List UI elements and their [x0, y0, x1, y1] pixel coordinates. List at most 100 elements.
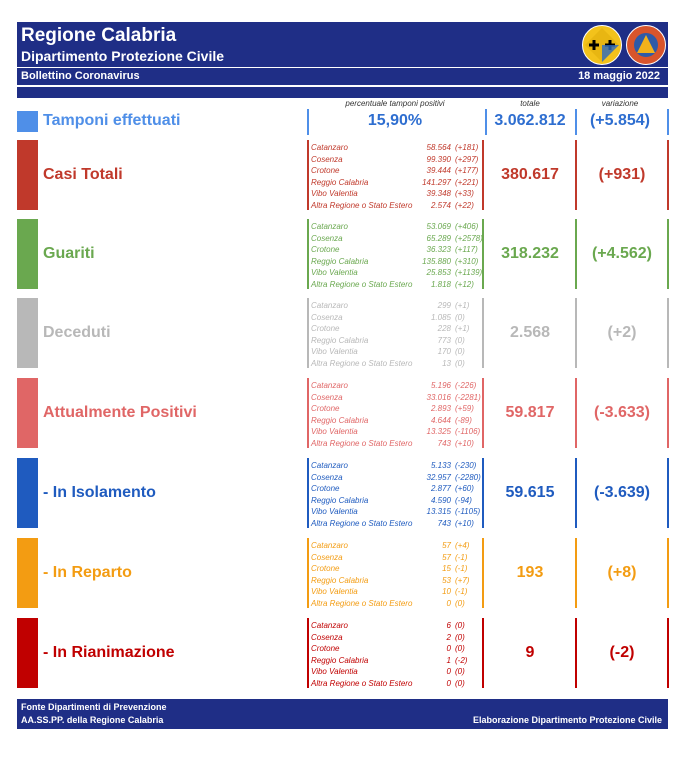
header-banner: Regione Calabria Dipartimento Protezione…	[17, 22, 668, 67]
in-rianimazione-province-value: 1	[446, 655, 451, 665]
guariti-province-value: 1.818	[430, 280, 451, 289]
casi-totali-divider	[307, 140, 309, 210]
in-reparto-province-delta: (-1)	[455, 552, 468, 562]
in-isolamento-province-value: 5.133	[430, 461, 451, 470]
guariti-divider	[667, 219, 669, 289]
guariti-province-value: 65.289	[426, 233, 451, 243]
casi-totali-province-value: 39.444	[426, 166, 451, 176]
deceduti-province-name: Catanzaro	[311, 301, 348, 310]
guariti-province-list: Catanzaro 53.069 (+406) Cosenza 65.289 (+2578…	[311, 221, 483, 291]
casi-totali-divider	[575, 140, 577, 210]
in-reparto-province-name: Catanzaro	[311, 541, 348, 550]
deceduti-total: 2.568	[509, 324, 551, 341]
in-isolamento-divider	[575, 458, 577, 528]
deceduti-province-delta: (0)	[455, 347, 465, 357]
attualmente-positivi-province-name: Vibo Valentia	[311, 427, 358, 437]
guariti-province-name: Cosenza	[311, 233, 343, 243]
divider-bar	[17, 87, 668, 98]
attualmente-positivi-province-delta: (-2281)	[455, 392, 481, 402]
casi-totali-province-delta: (+22)	[455, 201, 474, 210]
in-isolamento-total: 59.615	[505, 484, 555, 501]
in-rianimazione-province-value: 6	[446, 621, 451, 630]
attualmente-positivi-divider	[482, 378, 484, 448]
in-rianimazione-province-value: 2	[446, 632, 451, 642]
in-reparto-divider	[307, 538, 309, 608]
in-rianimazione-province-name: Vibo Valentia	[311, 667, 358, 677]
percent-column-header: percentuale tamponi positivi	[345, 99, 445, 108]
tamponi-divider	[485, 109, 487, 135]
guariti-total: 318.232	[501, 245, 559, 262]
in-reparto-divider	[667, 538, 669, 608]
guariti-province-value: 25.853	[426, 268, 451, 278]
in-reparto-province-name: Crotone	[311, 564, 340, 574]
in-isolamento-province-delta: (+10)	[455, 519, 474, 528]
in-isolamento-color-bar	[17, 458, 38, 528]
in-reparto-province-value: 57	[442, 552, 451, 562]
in-rianimazione-divider	[307, 618, 309, 688]
guariti-province-value: 135.880	[422, 256, 451, 266]
total-column-header: totale	[520, 99, 540, 108]
in-rianimazione-province-delta: (0)	[455, 679, 465, 688]
attualmente-positivi-divider	[667, 378, 669, 448]
in-reparto-province-delta: (-1)	[455, 587, 468, 597]
in-reparto-province-delta: (+7)	[455, 575, 470, 585]
attualmente-positivi-divider	[307, 378, 309, 448]
deceduti-divider	[575, 298, 577, 368]
casi-totali-province-list: Catanzaro 58.564 (+181) Cosenza 99.390 (+297)…	[311, 142, 481, 212]
guariti-label: Guariti	[43, 245, 95, 262]
deceduti-province-delta: (+1)	[455, 324, 470, 334]
deceduti-province-name: Reggio Calabria	[311, 335, 369, 345]
casi-totali-total: 380.617	[501, 166, 559, 183]
in-rianimazione-province-name: Altra Regione o Stato Estero	[311, 679, 413, 688]
in-isolamento-variation: (-3.639)	[593, 484, 651, 501]
attualmente-positivi-province-delta: (-226)	[455, 381, 477, 390]
in-rianimazione-label: - In Rianimazione	[43, 644, 175, 661]
attualmente-positivi-province-delta: (+10)	[455, 439, 474, 448]
in-reparto-divider	[575, 538, 577, 608]
in-rianimazione-province-list: Catanzaro 6 (0) Cosenza 2 (0) Crotone 0 (0) Reggi…	[311, 620, 481, 690]
footer-source-line2: AA.SS.PP. della Regione Calabria	[21, 715, 164, 725]
attualmente-positivi-province-name: Crotone	[311, 404, 340, 414]
casi-totali-label: Casi Totali	[43, 166, 123, 183]
deceduti-province-value: 13	[442, 359, 451, 368]
footer-source-line1: Fonte Dipartimenti di Prevenzione	[21, 702, 167, 712]
casi-totali-province-delta: (+297)	[455, 154, 479, 164]
deceduti-divider	[307, 298, 309, 368]
in-reparto-province-name: Cosenza	[311, 552, 343, 562]
attualmente-positivi-total: 59.817	[505, 404, 555, 421]
guariti-province-delta: (+1139)	[455, 268, 483, 278]
in-rianimazione-province-name: Reggio Calabria	[311, 655, 369, 665]
in-isolamento-province-delta: (-94)	[455, 495, 472, 505]
casi-totali-province-name: Altra Regione o Stato Estero	[311, 201, 413, 210]
in-isolamento-province-name: Vibo Valentia	[311, 507, 358, 517]
in-rianimazione-province-delta: (0)	[455, 621, 465, 630]
guariti-province-value: 53.069	[426, 222, 451, 231]
attualmente-positivi-province-value: 33.016	[426, 392, 451, 402]
tamponi-color-square	[17, 111, 38, 132]
bulletin-label: Bollettino Coronavirus	[21, 70, 140, 82]
tamponi-percent: 15,90%	[367, 112, 423, 129]
deceduti-province-delta: (0)	[455, 359, 465, 368]
guariti-province-value: 36.323	[426, 245, 451, 255]
attualmente-positivi-province-delta: (+59)	[455, 404, 474, 414]
in-isolamento-province-value: 4.590	[430, 495, 451, 505]
deceduti-province-value: 228	[437, 324, 451, 334]
attualmente-positivi-variation: (-3.633)	[593, 404, 651, 421]
attualmente-positivi-province-delta: (-89)	[455, 415, 472, 425]
in-isolamento-province-list: Catanzaro 5.133 (-230) Cosenza 32.957 (-2280)…	[311, 460, 481, 530]
attualmente-positivi-color-bar	[17, 378, 38, 448]
tamponi-total: 3.062.812	[494, 112, 566, 129]
attualmente-positivi-province-name: Altra Regione o Stato Estero	[311, 439, 413, 448]
guariti-province-name: Reggio Calabria	[311, 256, 369, 266]
deceduti-color-bar	[17, 298, 38, 368]
deceduti-province-name: Crotone	[311, 324, 340, 334]
in-reparto-province-name: Reggio Calabria	[311, 575, 369, 585]
deceduti-province-delta: (0)	[455, 312, 465, 322]
tamponi-divider	[307, 109, 309, 135]
casi-totali-variation: (+931)	[598, 166, 646, 183]
footer-banner: Fonte Dipartimenti di Prevenzione AA.SS.…	[17, 699, 668, 729]
in-isolamento-province-delta: (-1105)	[455, 507, 481, 517]
attualmente-positivi-province-value: 4.644	[430, 415, 451, 425]
attualmente-positivi-province-name: Cosenza	[311, 392, 343, 402]
deceduti-province-value: 299	[437, 301, 451, 310]
